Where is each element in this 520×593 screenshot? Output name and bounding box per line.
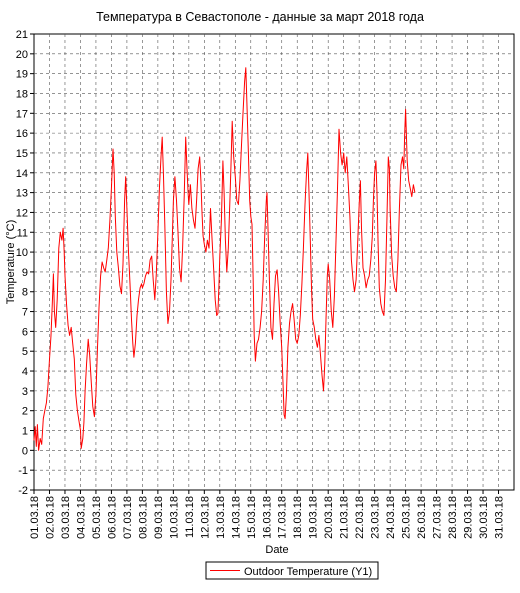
x-tick-label: 25.03.18 [401,496,413,539]
x-tick-label: 30.03.18 [478,496,490,539]
x-axis: 01.03.18 02.03.18 03.03.18 04.03.18 05.03.18… [29,490,506,539]
y-tick-label: 21 [16,29,28,41]
y-tick-label: 15 [16,148,28,160]
series-layer [33,67,416,451]
x-tick-label: 03.03.18 [60,496,72,539]
x-tick-label: 15.03.18 [246,496,258,539]
y-tick-label: 13 [16,188,28,200]
x-tick-label: 28.03.18 [447,496,459,539]
x-tick-label: 04.03.18 [75,496,87,539]
y-tick-label: 0 [22,445,28,457]
x-tick-label: 26.03.18 [416,496,428,539]
y-tick-label: 5 [22,346,28,358]
x-tick-label: 20.03.18 [323,496,335,539]
y-axis-label: Temperature (°C) [5,220,17,304]
y-tick-label: -1 [18,465,28,477]
x-tick-label: 14.03.18 [230,496,242,539]
x-tick-label: 02.03.18 [44,496,56,539]
y-tick-label: 11 [17,227,28,239]
x-tick-label: 17.03.18 [277,496,289,539]
y-tick-label: 20 [16,49,28,61]
x-tick-label: 23.03.18 [370,496,382,539]
x-tick-label: 05.03.18 [91,496,103,539]
x-tick-label: 11.03.18 [184,496,196,538]
y-tick-label: -2 [18,485,28,497]
x-tick-label: 27.03.18 [432,496,444,539]
x-tick-label: 06.03.18 [106,496,118,539]
x-tick-label: 16.03.18 [261,496,273,539]
x-tick-label: 21.03.18 [339,496,351,539]
y-tick-label: 3 [22,386,28,398]
legend-box [205,561,379,580]
y-tick-label: 12 [16,207,28,219]
chart-title: Температура в Севастополе - данные за ма… [96,10,424,24]
y-tick-label: 8 [22,287,28,299]
y-tick-label: 19 [16,69,28,81]
x-tick-label: 08.03.18 [137,496,149,539]
x-tick-label: 10.03.18 [168,496,180,539]
x-tick-label: 31.03.18 [494,496,506,539]
plot-area [33,33,515,491]
y-tick-label: 18 [16,88,28,100]
y-tick-label: 16 [16,128,28,140]
y-tick-label: 6 [22,326,28,338]
y-tick-label: 1 [22,426,28,438]
y-tick-label: 17 [16,108,28,120]
x-tick-label: 24.03.18 [385,496,397,539]
y-tick-label: 14 [16,168,28,180]
y-tick-label: 10 [16,247,28,259]
y-tick-label: 2 [22,406,28,418]
legend: Outdoor Temperature (Y1) [205,561,379,580]
y-tick-label: 9 [22,267,28,279]
x-tick-label: 13.03.18 [215,496,227,539]
grid-lines [34,34,514,490]
y-tick-label: 4 [22,366,28,378]
x-tick-label: 09.03.18 [153,496,165,539]
x-tick-label: 18.03.18 [292,496,304,539]
series-line-outdoor-temperature [33,67,416,451]
x-tick-label: 12.03.18 [199,496,211,539]
x-axis-label: Date [265,544,288,556]
legend-label: Outdoor Temperature (Y1) [244,566,372,578]
x-tick-label: 07.03.18 [122,496,134,539]
x-tick-label: 19.03.18 [308,496,320,539]
x-tick-label: 22.03.18 [354,496,366,539]
y-tick-label: 7 [22,307,28,319]
x-tick-label: 01.03.18 [29,496,41,539]
x-tick-label: 29.03.18 [463,496,475,539]
